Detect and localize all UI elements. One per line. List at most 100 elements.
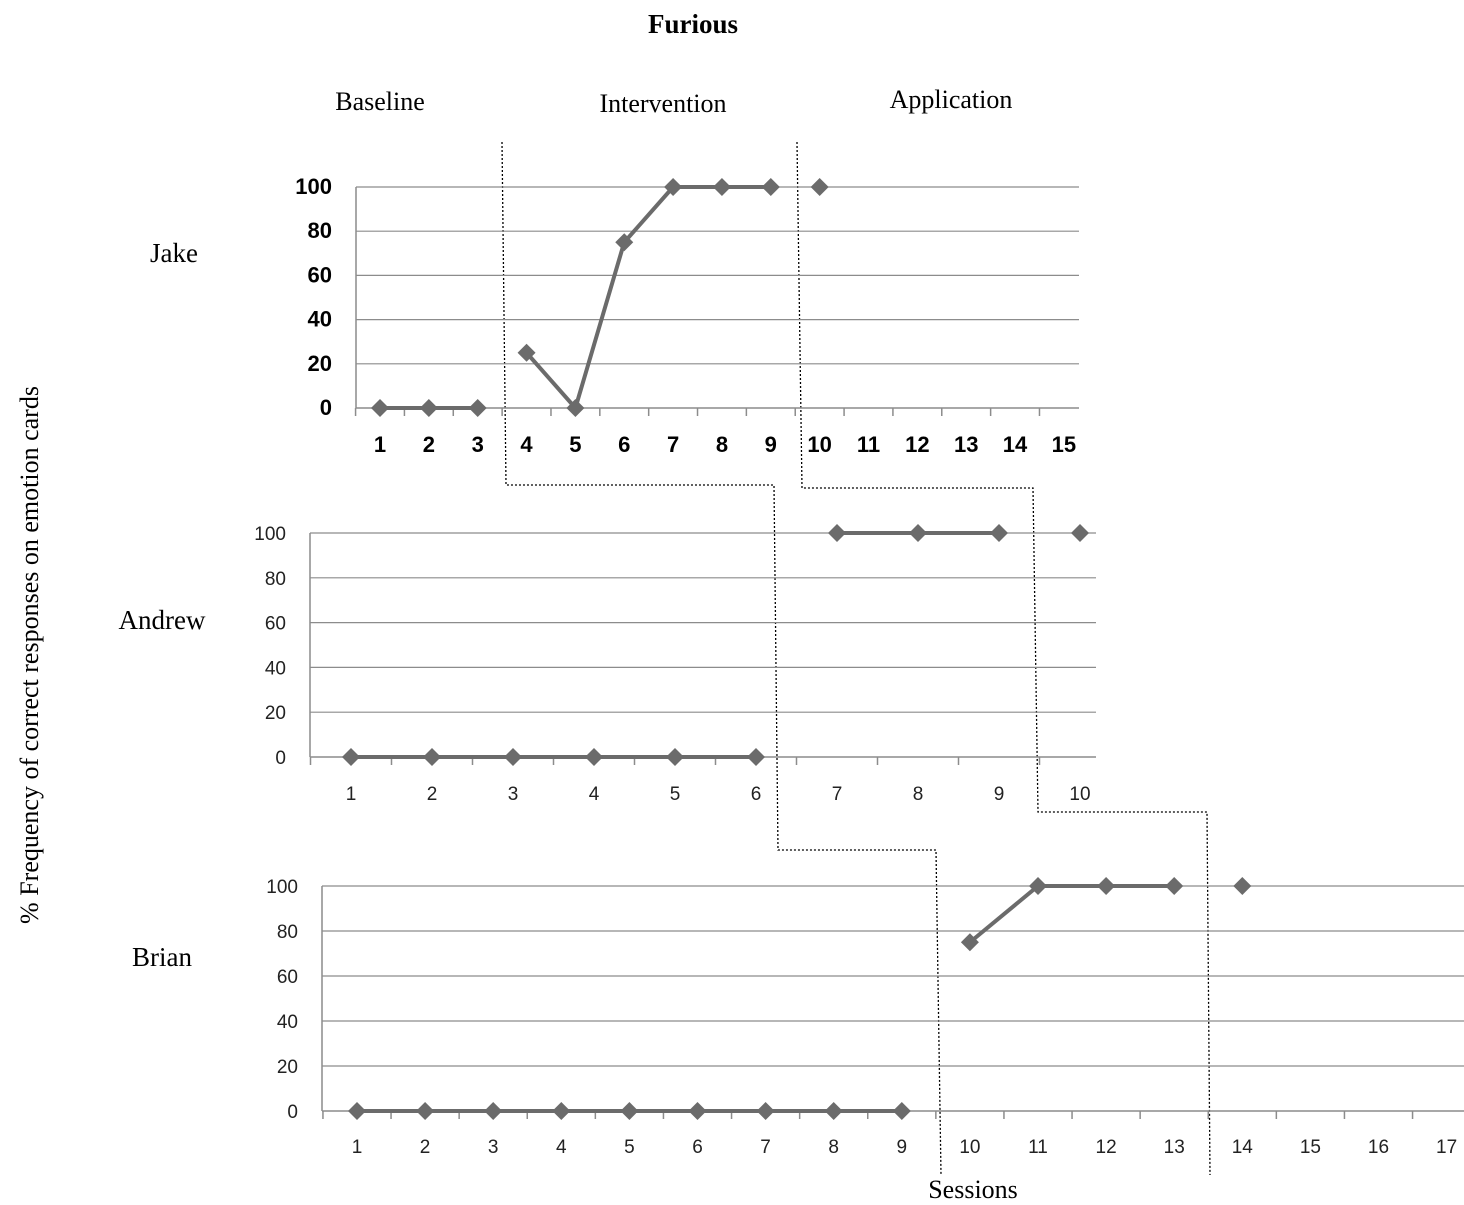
x-tick-label: 7 xyxy=(760,1137,771,1158)
y-tick-label: 60 xyxy=(308,262,332,287)
participant-label-andrew: Andrew xyxy=(119,605,206,635)
y-axis-title: % Frequency of correct responses on emot… xyxy=(15,386,44,924)
data-point-jake-session-9 xyxy=(761,178,780,196)
panel-andrew: 0 20 40 60 80 100 1 2 3 4 5 6 7 8 9 10 xyxy=(254,524,1096,805)
y-tick-label: 40 xyxy=(265,658,286,679)
data-point-jake-session-4 xyxy=(517,343,536,362)
y-tick-label: 100 xyxy=(295,174,332,199)
y-tick-label: 60 xyxy=(277,967,298,988)
data-point-andrew-session-1 xyxy=(342,748,360,766)
series-line-jake-intervention xyxy=(525,185,771,410)
x-tick-label: 1 xyxy=(352,1137,363,1158)
data-point-andrew-session-10 xyxy=(1071,524,1089,542)
x-tick-label: 10 xyxy=(1069,784,1090,805)
data-point-andrew-session-9 xyxy=(990,524,1008,542)
x-tick-label: 11 xyxy=(857,432,880,457)
data-point-brian-session-12 xyxy=(1097,877,1116,895)
x-tick-label: 13 xyxy=(954,432,978,457)
data-point-brian-session-11 xyxy=(1029,877,1047,895)
y-tick-label: 0 xyxy=(287,1102,298,1123)
data-point-jake-session-8 xyxy=(712,178,731,196)
x-tick-label: 1 xyxy=(374,432,386,457)
x-tick-label: 15 xyxy=(1300,1137,1321,1158)
x-tick-label: 7 xyxy=(667,432,679,457)
y-tick-label: 40 xyxy=(277,1012,298,1033)
x-tick-label: 1 xyxy=(346,784,357,805)
x-tick-label: 2 xyxy=(427,784,438,805)
y-tick-label: 100 xyxy=(254,524,286,545)
phase-label-baseline: Baseline xyxy=(335,87,425,116)
data-point-andrew-session-4 xyxy=(585,748,603,766)
chart-title: Furious xyxy=(648,9,738,39)
y-tick-label: 60 xyxy=(265,614,286,635)
x-tick-label: 2 xyxy=(423,432,435,457)
phase-divider-intervention-application xyxy=(796,141,1211,1176)
data-point-brian-session-13 xyxy=(1165,877,1184,895)
x-tick-label: 12 xyxy=(905,432,929,457)
x-tick-label: 9 xyxy=(765,432,777,457)
x-tick-label: 5 xyxy=(624,1137,635,1158)
x-tick-label: 12 xyxy=(1096,1137,1117,1158)
x-tick-label: 3 xyxy=(488,1137,499,1158)
x-tick-label: 14 xyxy=(1232,1137,1254,1158)
x-tick-label: 2 xyxy=(420,1137,431,1158)
x-tick-label: 11 xyxy=(1028,1137,1048,1158)
y-tick-label: 20 xyxy=(265,703,286,724)
data-point-brian-session-7 xyxy=(756,1102,775,1120)
data-point-andrew-session-5 xyxy=(666,748,684,766)
x-tick-label: 8 xyxy=(716,432,728,457)
x-tick-label: 6 xyxy=(618,432,630,457)
x-tick-label: 8 xyxy=(913,784,924,805)
x-tick-label: 9 xyxy=(897,1137,908,1158)
phase-divider-baseline-intervention xyxy=(501,141,942,1176)
data-point-brian-session-8 xyxy=(824,1102,843,1120)
phase-label-intervention: Intervention xyxy=(599,89,726,118)
x-tick-label: 17 xyxy=(1436,1137,1457,1158)
phase-label-application: Application xyxy=(890,85,1013,114)
participant-label-jake: Jake xyxy=(150,238,198,268)
x-tick-label: 4 xyxy=(520,432,533,457)
data-point-brian-session-6 xyxy=(688,1102,707,1120)
x-tick-label: 6 xyxy=(751,784,762,805)
x-tick-label: 4 xyxy=(589,784,600,805)
data-point-andrew-session-7 xyxy=(828,524,846,542)
x-tick-label: 13 xyxy=(1164,1137,1185,1158)
data-point-jake-session-10 xyxy=(810,178,829,196)
y-tick-label: 20 xyxy=(308,351,332,376)
data-point-andrew-session-2 xyxy=(423,748,441,766)
x-tick-label: 10 xyxy=(807,432,831,457)
participant-label-brian: Brian xyxy=(132,942,192,972)
y-tick-label: 80 xyxy=(265,569,286,590)
data-point-andrew-session-8 xyxy=(909,524,927,542)
data-point-jake-session-2 xyxy=(419,399,438,417)
x-tick-label: 4 xyxy=(556,1137,567,1158)
data-point-jake-session-6 xyxy=(615,233,634,252)
x-tick-label: 6 xyxy=(692,1137,703,1158)
x-tick-label: 15 xyxy=(1052,432,1076,457)
x-tick-label: 8 xyxy=(828,1137,839,1158)
data-point-brian-session-14 xyxy=(1233,877,1252,895)
series-line-brian-intervention xyxy=(968,884,1175,944)
data-point-brian-session-10 xyxy=(960,933,979,952)
data-point-andrew-session-3 xyxy=(504,748,522,766)
data-point-brian-session-1 xyxy=(348,1102,366,1120)
x-tick-label: 16 xyxy=(1368,1137,1389,1158)
data-point-jake-session-5 xyxy=(566,399,585,417)
y-tick-label: 80 xyxy=(308,218,332,243)
data-point-jake-session-7 xyxy=(664,178,683,196)
data-point-brian-session-5 xyxy=(620,1102,639,1120)
y-tick-label: 80 xyxy=(277,922,298,943)
y-tick-label: 0 xyxy=(275,748,286,769)
x-tick-label: 5 xyxy=(670,784,681,805)
data-point-jake-session-3 xyxy=(468,399,487,417)
x-axis-title: Sessions xyxy=(928,1175,1018,1204)
y-tick-label: 0 xyxy=(320,395,332,420)
y-tick-label: 100 xyxy=(266,877,298,898)
x-tick-label: 3 xyxy=(472,432,484,457)
data-point-brian-session-9 xyxy=(892,1102,911,1120)
x-tick-label: 14 xyxy=(1003,432,1028,457)
x-tick-label: 7 xyxy=(832,784,843,805)
